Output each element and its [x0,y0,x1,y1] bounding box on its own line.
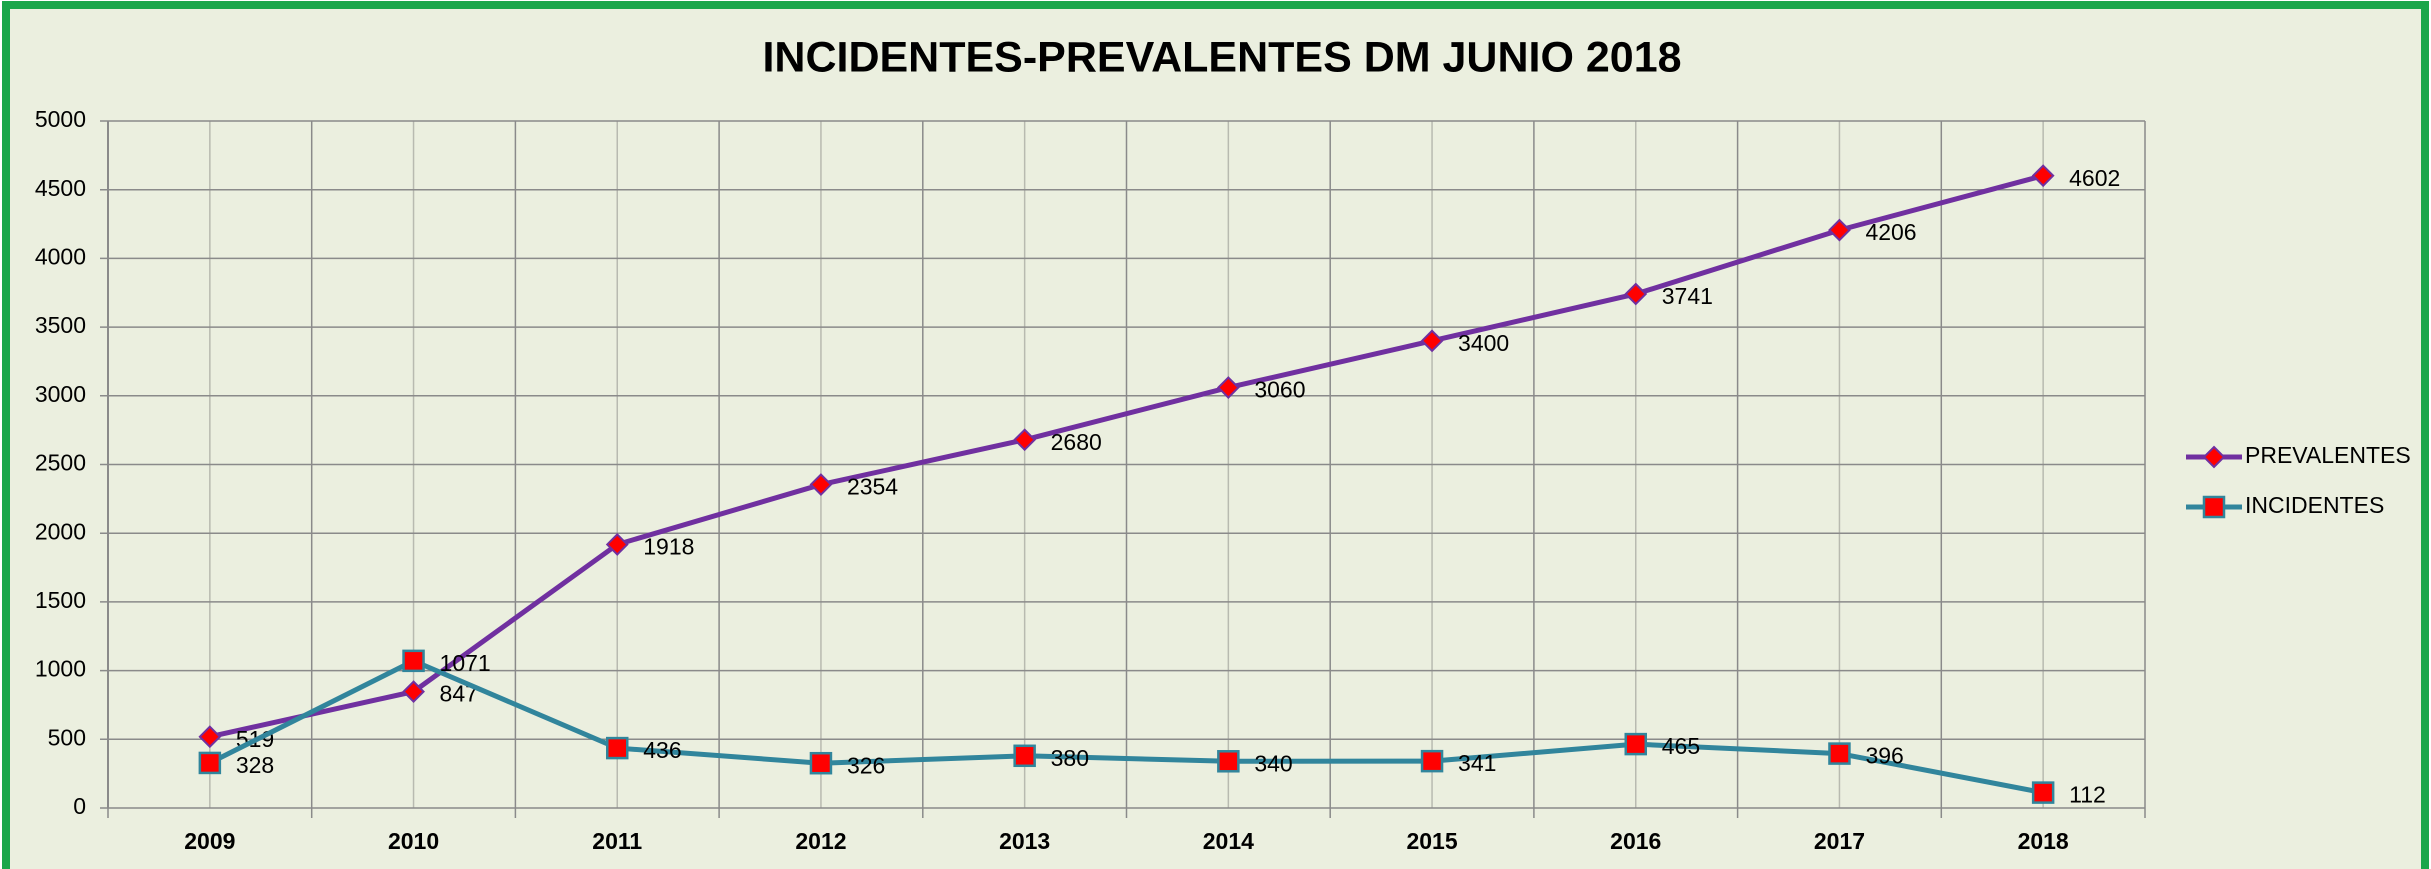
data-label: 3400 [1458,330,1509,356]
data-label: 4602 [2069,165,2120,191]
data-label: 341 [1458,750,1496,776]
data-label: 396 [1865,743,1903,769]
x-tick-label: 2012 [795,828,846,854]
x-tick-label: 2011 [592,828,642,854]
legend-label: INCIDENTES [2245,492,2384,518]
y-tick-label: 1000 [35,656,86,682]
x-tick-label: 2016 [1610,828,1661,854]
data-point [402,649,425,673]
data-label: 1918 [643,534,694,560]
data-label: 340 [1254,750,1292,776]
series-line [209,173,2044,740]
x-tick-label: 2010 [388,828,439,854]
legend-label: PREVALENTES [2245,442,2411,468]
data-point [1013,744,1036,768]
data-label: 380 [1051,745,1089,771]
legend-marker [2202,445,2226,469]
data-point [402,680,425,704]
data-point [198,725,222,749]
y-tick-label: 500 [48,724,86,750]
data-label: 3060 [1254,377,1305,403]
data-point [1828,742,1851,765]
data-point [1624,282,1648,306]
y-tick-label: 4500 [35,175,86,201]
y-tick-label: 0 [73,793,86,819]
y-tick-label: 2000 [35,518,86,544]
y-tick-label: 1500 [35,587,86,613]
data-point [2031,781,2055,804]
data-label: 3741 [1662,283,1713,309]
x-tick-label: 2014 [1203,828,1254,854]
x-tick-label: 2017 [1814,828,1865,854]
data-point [1420,329,1444,353]
data-label: 465 [1662,733,1700,759]
data-label: 2680 [1051,429,1102,455]
x-tick-label: 2018 [2018,828,2069,854]
data-label: 436 [643,737,681,763]
data-label: 4206 [1865,219,1916,245]
data-point [2031,164,2055,188]
data-point [1624,732,1647,756]
legend-marker [2202,495,2226,519]
y-tick-label: 3000 [35,381,86,407]
data-point [809,473,833,496]
data-point [1216,376,1240,399]
data-point [198,751,222,775]
y-tick-label: 3500 [35,312,86,338]
x-tick-label: 2015 [1406,828,1457,854]
x-tick-label: 2009 [184,828,235,854]
data-point [1420,749,1444,773]
x-tick-label: 2013 [999,828,1050,854]
data-point [1013,428,1037,452]
y-tick-label: 5000 [35,106,86,132]
series-line [208,658,2044,796]
data-label: 328 [236,752,274,778]
data-label: 326 [847,752,885,778]
y-tick-label: 2500 [35,450,86,476]
chart-title: INCIDENTES-PREVALENTES DM JUNIO 2018 [762,33,1681,81]
data-point [1217,750,1240,773]
data-point [606,736,629,760]
data-label: 112 [2069,782,2106,808]
data-point [809,751,833,775]
data-label: 1071 [440,650,491,676]
data-point [605,533,629,556]
data-point [1828,218,1851,242]
data-label: 2354 [847,474,898,500]
y-tick-label: 4000 [35,243,86,269]
